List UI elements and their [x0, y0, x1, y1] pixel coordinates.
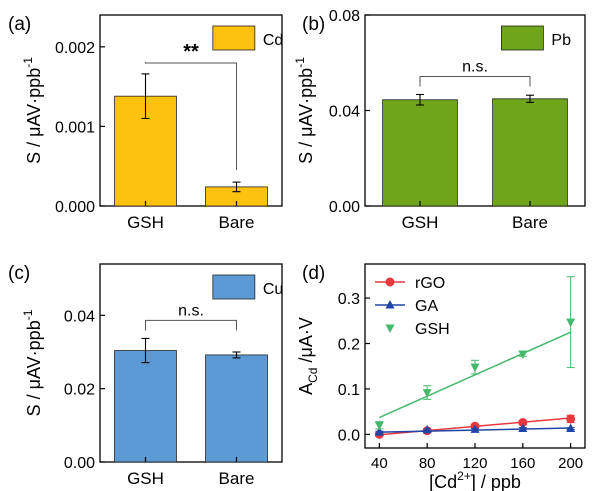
y-axis-label: ACd /μA·V: [296, 317, 320, 395]
legend-swatch: [212, 25, 256, 51]
x-tick-label: 80: [419, 455, 436, 472]
y-tick-label: 0.04: [329, 104, 360, 121]
y-tick-label: 0.000: [55, 199, 95, 216]
y-tick-label: 0.00: [64, 455, 95, 472]
y-tick-label: 0.002: [55, 40, 95, 57]
x-tick-label: 40: [371, 455, 388, 472]
legend-label: Cd: [263, 32, 283, 49]
bar-gsh: [382, 99, 458, 207]
bar-bare: [205, 354, 268, 463]
panel-label: (a): [8, 14, 31, 35]
x-tick-label: 160: [510, 455, 535, 472]
y-axis-label: S / μAV·ppb-1: [21, 309, 44, 416]
x-tick-label: GSH: [127, 213, 164, 232]
legend-marker: [385, 277, 395, 287]
significance-bracket: [419, 76, 531, 87]
y-tick-label: 0.04: [64, 308, 95, 325]
significance-label: n.s.: [178, 302, 204, 319]
legend-swatch: [500, 25, 544, 51]
data-point: [374, 427, 384, 436]
panel-label: (c): [8, 263, 30, 284]
data-point: [566, 423, 576, 432]
data-point: [518, 423, 528, 432]
bar-gsh: [114, 350, 177, 463]
data-point: [566, 318, 576, 328]
legend-marker: [385, 324, 395, 333]
panel-b: 0.00 0.04 0.08 GSH Bare n.s. Pb (b) S / μAV·ppb-…: [293, 8, 586, 232]
data-point: [566, 414, 576, 424]
data-point: [470, 363, 480, 373]
fit-line: [379, 331, 571, 419]
y-tick-label: 0.2: [338, 337, 360, 354]
x-tick-label: Bare: [219, 469, 255, 488]
y-axis-label: S / μAV·ppb-1: [293, 57, 316, 164]
data-point: [422, 389, 432, 398]
y-tick-label: 0.3: [338, 291, 360, 308]
x-tick-label: Bare: [219, 213, 255, 232]
legend-label: Pb: [551, 32, 571, 49]
data-point: [374, 421, 384, 431]
legend-swatch: [212, 274, 256, 300]
panel-c: 0.00 0.02 0.04 GSH Bare n.s. Cu (c) S / μAV·ppb-…: [8, 263, 283, 488]
panel-a: 0.000 0.001 0.002 GSH Bare ** Cd (a) S / μAV·ppb…: [8, 14, 283, 232]
panel-label: (b): [302, 14, 325, 35]
significance-bracket: [145, 319, 237, 331]
y-tick-label: 0.001: [55, 119, 95, 136]
series-ga: [374, 423, 576, 436]
x-tick-label: 120: [462, 455, 487, 472]
significance-bracket: [145, 61, 237, 171]
y-axis-label: S / μAV·ppb-1: [21, 57, 44, 164]
x-axis-label: [Cd2+] / ppb: [429, 469, 521, 491]
y-tick-label: 0.1: [338, 382, 360, 399]
bar-bare: [492, 98, 568, 207]
panel-label: (d): [302, 263, 325, 284]
significance-label: n.s.: [462, 59, 488, 76]
x-tick-label: GSH: [402, 213, 439, 232]
legend-label: GA: [415, 298, 438, 315]
data-point: [470, 424, 480, 433]
data-point: [518, 350, 528, 359]
legend-label: GSH: [415, 321, 450, 338]
y-tick-label: 0.00: [329, 199, 360, 216]
legend-label: Cu: [263, 281, 283, 298]
significance-label: **: [183, 41, 199, 63]
plot-frame: [99, 14, 283, 207]
series-gsh: [374, 276, 576, 431]
x-tick-label: GSH: [127, 469, 164, 488]
legend-label: rGO: [415, 275, 445, 292]
data-point: [422, 424, 432, 434]
panel-d: 0.0 0.1 0.2 0.3 40 80 120 160 200 rGO GA GSH [Cd2+] …: [296, 263, 586, 491]
y-tick-label: 0.02: [64, 382, 95, 399]
y-tick-label: 0.08: [329, 8, 360, 25]
legend-marker: [385, 300, 395, 309]
x-tick-label: Bare: [512, 213, 548, 232]
plot-frame: [99, 263, 283, 463]
y-tick-label: 0.0: [338, 427, 360, 444]
data-point: [518, 418, 528, 428]
x-tick-label: 200: [558, 455, 583, 472]
